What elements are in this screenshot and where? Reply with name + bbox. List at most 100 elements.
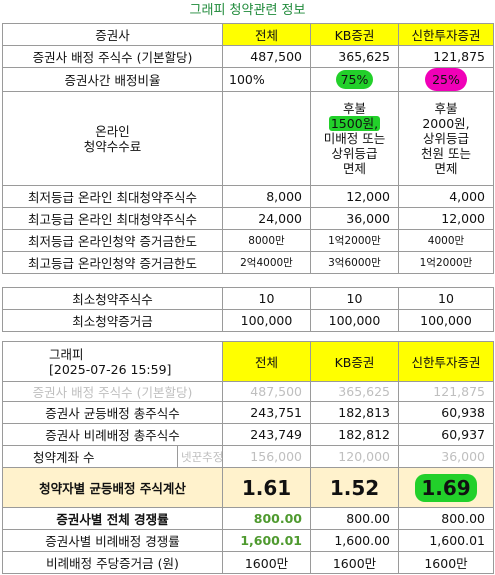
row-label: 비례배정 주당증거금 (원) xyxy=(2,551,223,574)
shinhan-highlight: 1.69 xyxy=(415,473,477,502)
row-label: 증권사별 전체 경쟁률 xyxy=(2,507,223,530)
table-row: 청약계좌 수 넷꾼추정 156,000 120,000 36,000 xyxy=(2,445,494,468)
cell-value: 182,813 xyxy=(310,401,399,424)
cell-value: 4,000 xyxy=(398,185,494,208)
fee-line: 후불 xyxy=(434,101,458,116)
cell-value: 365,625 xyxy=(310,381,399,402)
table-row: 최고등급 온라인청약 증거금한도 2억4000만 3억6000만 1억2000만 xyxy=(2,251,494,274)
minimum-subscription-table: 최소청약주식수 10 10 10 최소청약증거금 100,000 100,000… xyxy=(2,287,494,332)
cell-value: 1.69 xyxy=(398,467,494,508)
cell-value: 487,500 xyxy=(222,45,311,68)
timestamp: [2025-07-26 15:59] xyxy=(49,361,172,377)
header-total: 전체 xyxy=(222,341,311,382)
table-row: 증권사 배정 주식수 (기본할당) 487,500 365,625 121,87… xyxy=(2,45,494,68)
table-row: 온라인 청약수수료 후불 1500원, 미배정 또는 상위등급 면제 후불 20… xyxy=(2,91,494,186)
cell-value: 487,500 xyxy=(222,381,311,402)
cell-value: 1억2000만 xyxy=(310,229,399,252)
stock-name: 그래피 xyxy=(49,346,84,362)
cell-value: 800.00 xyxy=(222,507,311,530)
cell-value: 156,000 xyxy=(222,445,311,468)
cell-value: 4000만 xyxy=(398,229,494,252)
header-broker: 증권사 xyxy=(2,23,223,46)
cell-value: 365,625 xyxy=(310,45,399,68)
table-row: 최저등급 온라인청약 증거금한도 8000만 1억2000만 4000만 xyxy=(2,229,494,252)
cell-value: 3억6000만 xyxy=(310,251,399,274)
cell-value: 100,000 xyxy=(222,309,311,332)
row-label: 증권사 배정 주식수 (기본할당) xyxy=(2,45,223,68)
cell-value: 1600만 xyxy=(310,551,399,574)
cell-value: 1,600.00 xyxy=(310,529,399,552)
row-label: 증권사 비례배정 총주식수 xyxy=(2,423,223,446)
cell-value: 10 xyxy=(398,287,494,310)
cell-value: 12,000 xyxy=(398,207,494,230)
row-label: 최저등급 온라인청약 증거금한도 xyxy=(2,229,223,252)
fee-line: 상위등급 xyxy=(422,131,469,146)
table-row: 비례배정 주당증거금 (원) 1600만 1600만 1600만 xyxy=(2,551,494,574)
cell-value: 100,000 xyxy=(398,309,494,332)
table-row: 증권사간 배정비율 100% 75% 25% xyxy=(2,67,494,92)
table-row: 증권사 균등배정 총주식수 243,751 182,813 60,938 xyxy=(2,401,494,424)
row-label: 온라인 청약수수료 xyxy=(2,91,223,186)
table-row: 증권사 비례배정 총주식수 243,749 182,812 60,937 xyxy=(2,423,494,446)
cell-value: 8000만 xyxy=(222,229,311,252)
row-label: 증권사 균등배정 총주식수 xyxy=(2,401,223,424)
header-shinhan: 신한투자증권 xyxy=(398,23,494,46)
row-label: 최소청약주식수 xyxy=(2,287,223,310)
row-label: 청약계좌 수 xyxy=(2,445,178,468)
cell-value: 120,000 xyxy=(310,445,399,468)
cell-value: 60,938 xyxy=(398,401,494,424)
row-label: 최소청약증거금 xyxy=(2,309,223,332)
fee-line: 상위등급 xyxy=(331,146,378,161)
row-label: 청약자별 균등배정 주식계산 xyxy=(2,467,223,508)
kb-fee-highlight: 1500원, xyxy=(328,116,381,131)
row-label: 최저등급 온라인 최대청약주식수 xyxy=(2,185,223,208)
cell-value: 24,000 xyxy=(222,207,311,230)
cell-value: 182,812 xyxy=(310,423,399,446)
cell-value: 121,875 xyxy=(398,381,494,402)
shinhan-fee-cell: 후불 2000원, 상위등급 천원 또는 면제 xyxy=(398,91,494,186)
table-header-row: 그래피 [2025-07-26 15:59] 전체 KB증권 신한투자증권 xyxy=(2,341,494,382)
fee-line: 면제 xyxy=(434,161,458,176)
row-label: 최고등급 온라인 최대청약주식수 xyxy=(2,207,223,230)
kb-ratio-highlight: 75% xyxy=(335,70,374,89)
table-row: 최저등급 온라인 최대청약주식수 8,000 12,000 4,000 xyxy=(2,185,494,208)
cell-value: 10 xyxy=(222,287,311,310)
cell-value: 75% xyxy=(310,67,399,92)
cell-value: 1600만 xyxy=(222,551,311,574)
cell-value: 2억4000만 xyxy=(222,251,311,274)
row-label: 증권사 배정 주식수 (기본할당) xyxy=(2,381,223,402)
cell-value: 121,875 xyxy=(398,45,494,68)
table-row: 증권사별 비례배정 경쟁률 1,600.01 1,600.00 1,600.01 xyxy=(2,529,494,552)
fee-line: 1500원, xyxy=(314,116,395,131)
row-label: 증권사간 배정비율 xyxy=(2,67,223,92)
cell-value: 1,600.01 xyxy=(398,529,494,552)
cell-value: 100% xyxy=(222,67,311,92)
header-total: 전체 xyxy=(222,23,311,46)
fee-label-line: 청약수수료 xyxy=(83,138,142,154)
cell-value: 8,000 xyxy=(222,185,311,208)
cell-value: 1.61 xyxy=(222,467,311,508)
cell-value: 36,000 xyxy=(398,445,494,468)
cell-value: 25% xyxy=(398,67,494,92)
cell-value: 1.52 xyxy=(310,467,399,508)
cell-value: 800.00 xyxy=(398,507,494,530)
row-label: 증권사별 비례배정 경쟁률 xyxy=(2,529,223,552)
table-row: 최소청약증거금 100,000 100,000 100,000 xyxy=(2,309,494,332)
fee-line: 천원 또는 xyxy=(421,146,471,161)
header-kb: KB증권 xyxy=(310,341,399,382)
fee-line: 2000원, xyxy=(422,116,470,131)
header-kb: KB증권 xyxy=(310,23,399,46)
row-label: 최고등급 온라인청약 증거금한도 xyxy=(2,251,223,274)
cell-value: 12,000 xyxy=(310,185,399,208)
cell-value: 60,937 xyxy=(398,423,494,446)
fee-line: 면제 xyxy=(342,161,366,176)
fee-label-line: 온라인 xyxy=(95,123,130,139)
kb-fee-cell: 후불 1500원, 미배정 또는 상위등급 면제 xyxy=(310,91,399,186)
cell-value: 243,751 xyxy=(222,401,311,424)
header-shinhan: 신한투자증권 xyxy=(398,341,494,382)
cell-value: 243,749 xyxy=(222,423,311,446)
cell-value: 10 xyxy=(310,287,399,310)
header-stock-name: 그래피 [2025-07-26 15:59] xyxy=(2,341,223,382)
cell-value: 800.00 xyxy=(310,507,399,530)
table-header-row: 증권사 전체 KB증권 신한투자증권 xyxy=(2,23,494,46)
